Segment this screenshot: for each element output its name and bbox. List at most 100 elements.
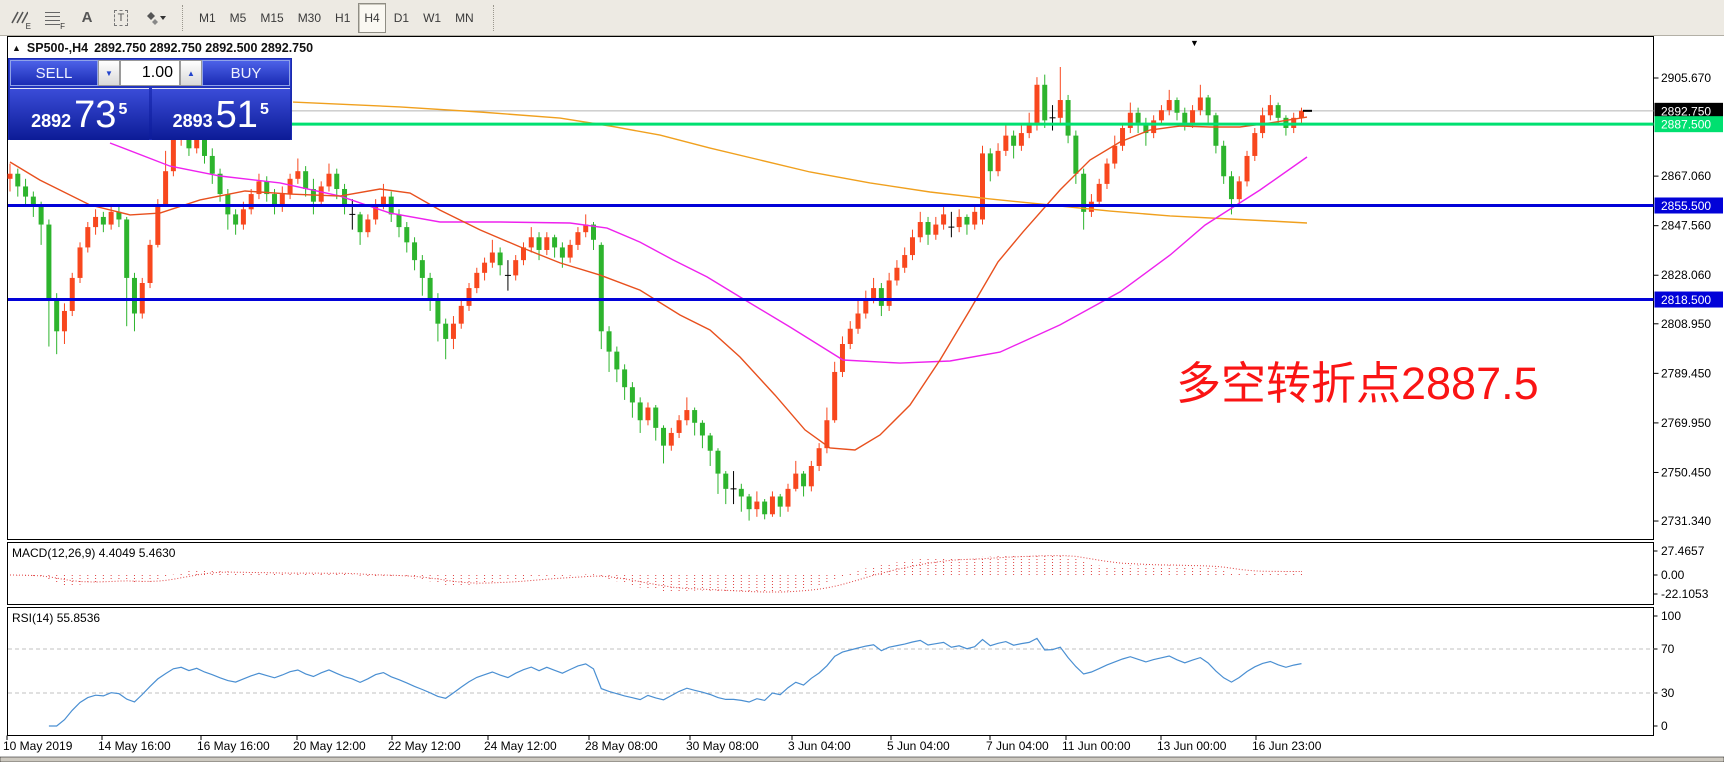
candle-down <box>15 173 21 187</box>
candle-down <box>46 224 52 301</box>
candle-down <box>233 214 239 225</box>
candle-down <box>738 488 744 497</box>
chart-title: ▲ SP500-,H4 2892.750 2892.750 2892.500 2… <box>12 41 313 55</box>
timeframe-button-M15[interactable]: M15 <box>254 3 289 33</box>
candle-down <box>715 450 721 474</box>
macd-axis-label: 27.4657 <box>1661 544 1705 558</box>
buy-button[interactable]: BUY <box>202 60 290 86</box>
rsi-axis-label: 0 <box>1661 719 1668 733</box>
candle-down <box>38 206 44 225</box>
time-axis-label: 30 May 08:00 <box>686 739 759 753</box>
candle-up <box>194 133 200 149</box>
candle-down <box>878 288 884 306</box>
grid-icon[interactable]: F <box>38 4 68 32</box>
bottom-window-edge <box>0 756 1724 762</box>
text-box-icon[interactable]: T <box>106 4 136 32</box>
candle-up <box>279 194 285 207</box>
blue-level-box-2[interactable] <box>1654 291 1724 308</box>
candle-down <box>637 402 643 421</box>
toolbar-separator <box>182 4 184 31</box>
candle-up <box>1298 110 1304 118</box>
timeframe-button-D1[interactable]: D1 <box>388 3 415 33</box>
timeframe-button-M1[interactable]: M1 <box>193 3 222 33</box>
timeframe-button-H1[interactable]: H1 <box>329 3 356 33</box>
macd-axis-label: -22.1053 <box>1661 587 1709 601</box>
timeframe-button-MN[interactable]: MN <box>449 3 480 33</box>
price-tick-label: 2750.450 <box>1661 465 1711 479</box>
candle-down <box>629 387 635 403</box>
candle-down <box>614 351 620 370</box>
bid-price-display[interactable]: 2892 73 5 <box>10 88 149 140</box>
candle-up <box>933 224 939 235</box>
candle-down <box>30 196 36 207</box>
rsi-axis-label: 100 <box>1661 609 1681 623</box>
candle-up <box>871 288 877 299</box>
candle-up <box>808 465 814 487</box>
candle-down <box>925 222 931 235</box>
timeframe-button-H4[interactable]: H4 <box>358 2 386 33</box>
time-axis-label: 14 May 16:00 <box>98 739 171 753</box>
candle-down <box>987 153 993 172</box>
candle-down <box>692 410 698 423</box>
rsi-panel[interactable] <box>7 607 1654 736</box>
candle-down <box>412 242 418 261</box>
candle-up <box>287 178 293 195</box>
candle-up <box>1026 122 1032 134</box>
candle-up <box>1104 163 1110 184</box>
candle-up <box>1236 181 1242 200</box>
rsi-label: RSI(14) 55.8536 <box>12 611 101 625</box>
candle-up <box>839 343 845 372</box>
candle-up <box>513 260 519 276</box>
macd-signal-line <box>9 555 1302 593</box>
volume-increase-button[interactable]: ▲ <box>180 60 202 86</box>
cursor-tool-icon[interactable] <box>140 4 170 32</box>
sell-button[interactable]: SELL <box>10 60 98 86</box>
candle-down <box>334 173 340 189</box>
time-axis-label: 7 Jun 04:00 <box>986 739 1049 753</box>
ask-price-display[interactable]: 2893 51 5 <box>151 88 290 140</box>
timeframe-button-M5[interactable]: M5 <box>224 3 253 33</box>
candle-up <box>909 237 915 256</box>
blue-level-box-1[interactable] <box>1654 197 1724 214</box>
current-price-box[interactable] <box>1654 102 1724 119</box>
candle-up <box>108 211 114 225</box>
candle-down <box>1275 105 1281 118</box>
candle-up <box>69 277 75 311</box>
time-axis-label: 5 Jun 04:00 <box>887 739 950 753</box>
candle-up <box>941 214 947 225</box>
candle-up <box>1057 100 1063 118</box>
candle-up <box>240 209 246 225</box>
volume-input[interactable] <box>120 60 180 86</box>
candle-up <box>995 150 1001 172</box>
candle-down <box>303 171 309 189</box>
candle-up <box>785 488 791 507</box>
timeframe-button-M30[interactable]: M30 <box>292 3 327 33</box>
candle-up <box>1096 183 1102 202</box>
candle-down <box>1174 100 1180 113</box>
candle-up <box>295 171 301 179</box>
macd-axis-label: 0.00 <box>1661 568 1685 582</box>
candle-down <box>209 155 215 174</box>
candle-up <box>1158 110 1164 121</box>
green-level-box[interactable] <box>1654 116 1724 133</box>
price-tick-label: 2789.450 <box>1661 366 1711 380</box>
candle-down <box>419 260 425 278</box>
volume-decrease-button[interactable]: ▼ <box>98 60 120 86</box>
candle-down <box>116 211 122 220</box>
candle-up <box>567 244 573 258</box>
candle-up <box>575 232 581 245</box>
text-label-icon[interactable]: A <box>81 9 93 26</box>
current-price-box-label: 2892.750 <box>1661 104 1711 118</box>
macd-histogram <box>17 554 1302 593</box>
draw-objects-icon[interactable]: E <box>4 4 34 32</box>
candle-up <box>832 371 838 421</box>
macd-panel[interactable] <box>7 542 1654 605</box>
candle-up <box>373 204 379 220</box>
toolbar-separator-2 <box>492 4 495 31</box>
candle-up <box>85 227 91 248</box>
candle-up <box>7 173 13 179</box>
collapse-arrow-icon[interactable]: ▲ <box>12 43 21 53</box>
price-tick-label: 2731.340 <box>1661 514 1711 528</box>
timeframe-button-W1[interactable]: W1 <box>417 3 447 33</box>
